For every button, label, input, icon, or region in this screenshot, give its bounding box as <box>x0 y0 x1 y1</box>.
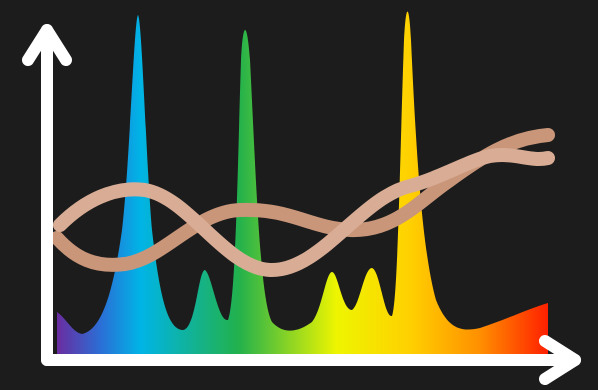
page: (() => { const data = JSON.parse(documen… <box>0 0 598 390</box>
spectrum-illustration <box>0 0 598 390</box>
